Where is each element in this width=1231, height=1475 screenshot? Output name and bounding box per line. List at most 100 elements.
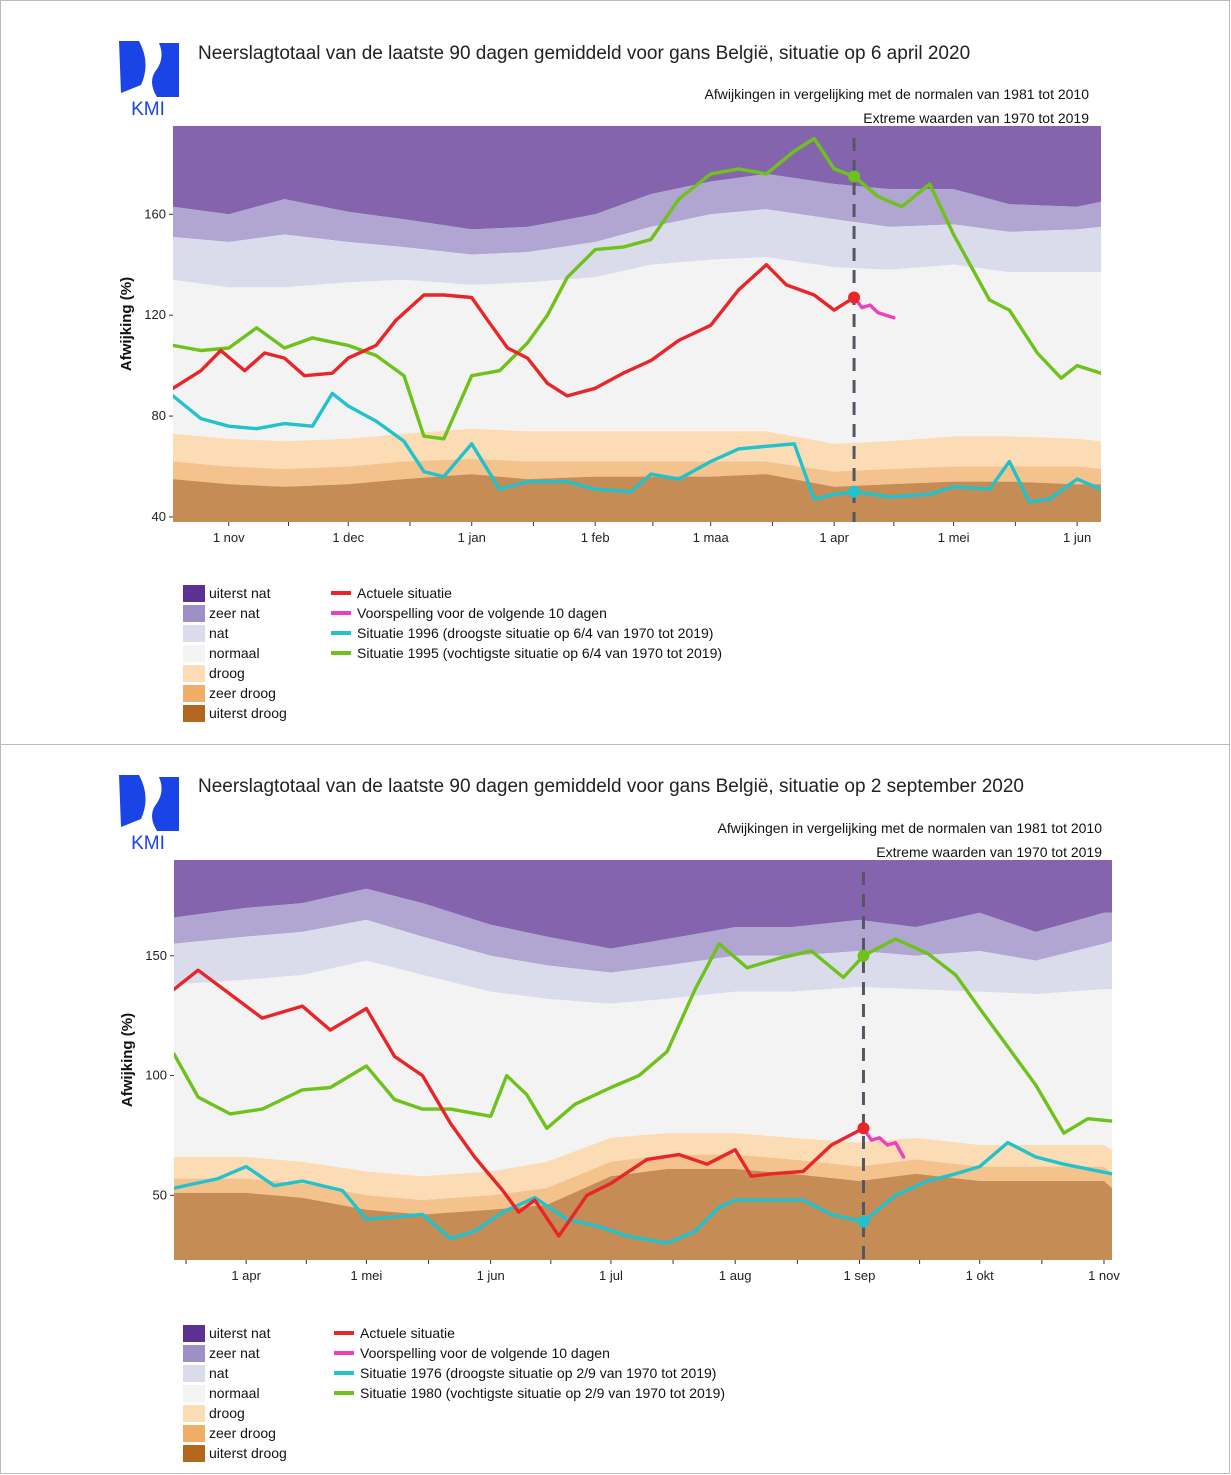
band-zeer-droog [173, 458, 1101, 487]
legend: uiterst nat zeer nat nat normaal droog zeer d… [183, 1325, 725, 1462]
legend-line-label-vochtigste: Situatie 1980 (vochtigste situatie op 2/… [360, 1385, 725, 1401]
chart-subtitle-normals: Afwijkingen in vergelijking met de norma… [705, 86, 1090, 102]
band-droog [174, 1133, 1112, 1201]
y-axis: 50 100 150 Afwijking (%) [119, 948, 174, 1202]
x-tick-label: 1 mei [938, 530, 970, 545]
legend-label-zeer-nat: zeer nat [209, 1345, 260, 1361]
logo-text: KMI [131, 99, 165, 120]
legend-label-uiterst-droog: uiterst droog [209, 705, 287, 721]
legend-swatch-nat [183, 1365, 205, 1382]
series-line-vochtigste [173, 136, 1101, 441]
legend-line-label-voorspelling: Voorspelling voor de volgende 10 dagen [357, 605, 607, 621]
y-tick-label: 150 [145, 948, 167, 963]
band-group [173, 126, 1101, 522]
y-tick-label: 120 [144, 307, 166, 322]
kmi-logo: KMI [119, 775, 179, 854]
y-axis-label: Afwijking (%) [118, 277, 135, 371]
band-droog [173, 428, 1101, 472]
legend-swatch-normaal [183, 1385, 205, 1402]
today-dot-vochtigste [848, 170, 861, 183]
legend-line-label-actueel: Actuele situatie [360, 1325, 455, 1341]
legend-line-label-droogste: Situatie 1976 (droogste situatie op 2/9 … [360, 1365, 716, 1381]
legend-line-label-droogste: Situatie 1996 (droogste situatie op 6/4 … [357, 625, 713, 641]
band-zeer-nat [174, 888, 1112, 973]
band-uiterst-nat [174, 860, 1112, 949]
x-tick-label: 1 nov [213, 530, 245, 545]
legend-swatch-droog [183, 1405, 205, 1422]
kmi-logo: KMI [119, 41, 179, 120]
legend-label-nat: nat [209, 1365, 229, 1381]
chart-panel-april: KMI Neerslagtotaal van de laatste 90 dage… [0, 0, 1230, 745]
legend-swatch-zeer-droog [183, 685, 205, 702]
logo-shape-left [119, 775, 146, 827]
legend-swatch-uiterst-droog [183, 705, 205, 722]
x-tick-label: 1 okt [966, 1268, 995, 1283]
legend-label-nat: nat [209, 625, 229, 641]
chart-title: Neerslagtotaal van de laatste 90 dagen g… [198, 43, 970, 64]
x-tick-label: 1 maa [693, 530, 730, 545]
y-tick-label: 80 [152, 408, 166, 423]
legend-swatch-zeer-droog [183, 1425, 205, 1442]
x-tick-label: 1 apr [231, 1268, 261, 1283]
chart-svg-april: KMI Neerslagtotaal van de laatste 90 dage… [118, 41, 1101, 722]
legend-swatch-normaal [183, 645, 205, 662]
logo-shape-right [152, 777, 179, 831]
legend-label-uiterst-nat: uiterst nat [209, 1325, 271, 1341]
today-dot-droogste [857, 1215, 870, 1228]
x-tick-label: 1 sep [844, 1268, 876, 1283]
legend-label-droog: droog [209, 1405, 245, 1421]
y-tick-label: 100 [145, 1068, 167, 1083]
legend-swatch-nat [183, 625, 205, 642]
series-line-voorspelling [861, 1126, 906, 1159]
chart-title: Neerslagtotaal van de laatste 90 dagen g… [198, 776, 1024, 797]
y-tick-label: 40 [152, 509, 166, 524]
x-tick-label: 1 apr [819, 530, 849, 545]
series-line-droogste [174, 1140, 1112, 1245]
x-tick-label: 1 jun [477, 1268, 505, 1283]
x-tick-label: 1 mei [351, 1268, 383, 1283]
band-group [174, 860, 1112, 1260]
legend-label-zeer-droog: zeer droog [209, 1425, 276, 1441]
chart-panel-september: KMI Neerslagtotaal van de laatste 90 dage… [0, 744, 1230, 1474]
today-dot-actueel [848, 291, 861, 304]
band-normaal [174, 960, 1112, 1177]
today-dot-vochtigste [857, 949, 870, 962]
legend-swatch-uiterst-nat [183, 1325, 205, 1342]
x-tick-label: 1 nov [1088, 1268, 1120, 1283]
y-tick-label: 50 [153, 1187, 167, 1202]
band-uiterst-nat [173, 126, 1101, 230]
legend: uiterst nat zeer nat nat normaal droog zeer d… [183, 585, 722, 722]
band-zeer-nat [173, 173, 1101, 255]
x-axis: 1 apr 1 mei 1 jun 1 jul 1 aug 1 sep 1 okt 1 nov [185, 1260, 1120, 1283]
legend-label-droog: droog [209, 665, 245, 681]
legend-swatch-zeer-nat [183, 605, 205, 622]
series-line-voorspelling [852, 295, 896, 320]
today-dot-actueel [857, 1122, 870, 1135]
logo-text: KMI [131, 833, 165, 854]
x-tick-label: 1 jun [1063, 530, 1091, 545]
legend-swatch-uiterst-droog [183, 1445, 205, 1462]
series-group [173, 136, 1101, 504]
y-axis: 40 80 120 160 Afwijking (%) [118, 206, 173, 524]
y-axis-label: Afwijking (%) [119, 1013, 136, 1107]
band-uiterst-droog [173, 474, 1101, 522]
x-tick-label: 1 aug [719, 1268, 752, 1283]
legend-swatch-droog [183, 665, 205, 682]
band-uiterst-droog [174, 1169, 1112, 1260]
band-nat [173, 209, 1101, 288]
legend-label-zeer-nat: zeer nat [209, 605, 260, 621]
series-line-actueel [173, 263, 856, 398]
x-axis: 1 nov 1 dec 1 jan 1 feb 1 maa 1 apr 1 mei 1 jun [213, 522, 1091, 545]
series-line-actueel [174, 968, 866, 1238]
x-tick-label: 1 feb [581, 530, 610, 545]
band-zeer-droog [174, 1154, 1112, 1215]
legend-swatch-zeer-nat [183, 1345, 205, 1362]
legend-line-label-actueel: Actuele situatie [357, 585, 452, 601]
legend-line-label-voorspelling: Voorspelling voor de volgende 10 dagen [360, 1345, 610, 1361]
today-dot-droogste [848, 485, 861, 498]
x-tick-label: 1 dec [332, 530, 364, 545]
series-group [174, 937, 1112, 1245]
chart-svg-september: KMI Neerslagtotaal van de laatste 90 dage… [119, 775, 1120, 1462]
x-tick-label: 1 jul [599, 1268, 623, 1283]
y-tick-label: 160 [144, 206, 166, 221]
